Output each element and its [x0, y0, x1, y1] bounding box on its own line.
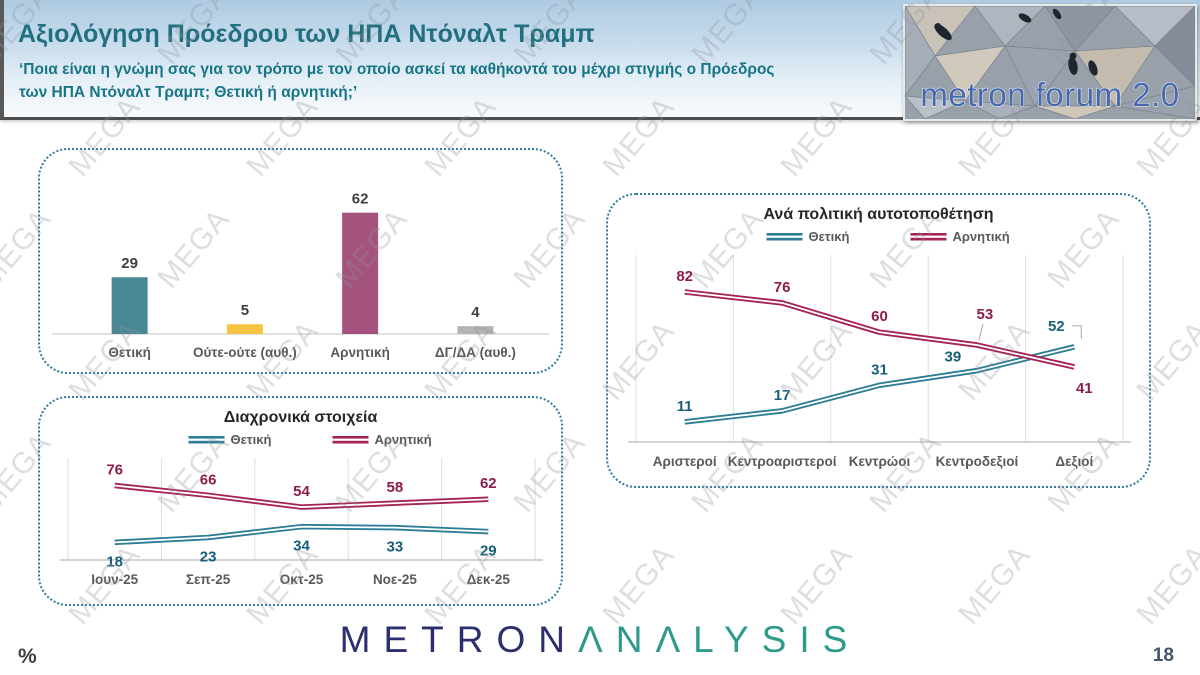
panel-political-chart: Ανά πολιτική αυτοτοποθέτηση Θετική Αρνητικ…	[606, 193, 1151, 488]
svg-text:Θετική: Θετική	[231, 432, 272, 447]
svg-text:62: 62	[480, 475, 497, 492]
svg-text:ΔΓ/ΔΑ (αυθ.): ΔΓ/ΔΑ (αυθ.)	[435, 345, 516, 360]
svg-text:82: 82	[676, 268, 693, 285]
svg-text:Αρνητική: Αρνητική	[953, 229, 1010, 244]
logo-metron-text: METRON	[339, 619, 579, 660]
svg-text:33: 33	[387, 539, 404, 556]
svg-text:31: 31	[871, 361, 888, 378]
svg-text:39: 39	[945, 349, 962, 366]
svg-text:Κεντρώοι: Κεντρώοι	[849, 454, 911, 469]
panel-overall-bar-chart: 29 Θετική 5 Ούτε-ούτε (αυθ.) 62 Αρνητική 4 ΔΓ/Δ…	[38, 148, 563, 374]
svg-text:Κεντροδεξιοί: Κεντροδεξιοί	[936, 454, 1019, 469]
watermark-text: MEGA	[596, 538, 682, 631]
watermark-text: MEGA	[774, 538, 860, 631]
bar-chart-overall: 29 Θετική 5 Ούτε-ούτε (αυθ.) 62 Αρνητική 4 ΔΓ/Δ…	[52, 191, 549, 360]
svg-text:Διαχρονικά στοιχεία: Διαχρονικά στοιχεία	[224, 409, 378, 426]
svg-text:Ανά πολιτική αυτοτοποθέτηση: Ανά πολιτική αυτοτοποθέτηση	[763, 206, 993, 223]
line-chart-timeline: Διαχρονικά στοιχεία Θετική Αρνητική Ιουν-25…	[60, 409, 543, 587]
svg-text:52: 52	[1048, 318, 1065, 335]
svg-text:23: 23	[200, 548, 217, 565]
svg-text:Αρνητική: Αρνητική	[375, 432, 432, 447]
svg-text:53: 53	[977, 306, 994, 323]
svg-text:Ιουν-25: Ιουν-25	[91, 572, 138, 587]
logo-analysis-text: ΛNΛLYSIS	[578, 619, 861, 660]
svg-text:41: 41	[1076, 380, 1093, 397]
svg-text:Θετική: Θετική	[809, 229, 850, 244]
svg-text:76: 76	[774, 279, 791, 296]
svg-text:Θετική: Θετική	[108, 345, 150, 360]
svg-text:62: 62	[352, 191, 369, 208]
percent-label: %	[18, 645, 37, 668]
svg-text:Δεκ-25: Δεκ-25	[467, 572, 511, 587]
svg-text:4: 4	[471, 304, 480, 321]
svg-text:54: 54	[293, 483, 310, 500]
metron-forum-photo: metron forum 2.0	[905, 6, 1195, 119]
svg-text:11: 11	[677, 398, 693, 415]
panel-timeline-chart: Διαχρονικά στοιχεία Θετική Αρνητική Ιουν-25…	[38, 396, 563, 606]
watermark-text: MEGA	[1130, 538, 1200, 631]
page-number: 18	[1152, 645, 1174, 666]
svg-text:58: 58	[387, 479, 404, 496]
page-title: Αξιολόγηση Πρόεδρου των ΗΠΑ Ντόναλτ Τραμ…	[18, 20, 595, 48]
pedestrians	[934, 8, 1098, 76]
svg-text:5: 5	[241, 302, 249, 319]
metron-analysis-logo: METRONΛNΛLYSIS	[340, 619, 861, 661]
svg-text:29: 29	[121, 255, 138, 272]
svg-text:Ούτε-ούτε (αυθ.): Ούτε-ούτε (αυθ.)	[193, 345, 297, 360]
watermark-text: MEGA	[952, 538, 1038, 631]
subtitle-line-2: των ΗΠΑ Ντόναλτ Τραμπ; Θετική ή αρνητική…	[19, 84, 358, 102]
subtitle-line-1: ‘Ποια είναι η γνώμη σας για τον τρόπο με…	[19, 61, 775, 78]
svg-text:Αριστεροί: Αριστεροί	[653, 454, 717, 469]
svg-text:60: 60	[871, 308, 888, 325]
header: Αξιολόγηση Πρόεδρου των ΗΠΑ Ντόναλτ Τραμ…	[0, 0, 1200, 121]
svg-text:Κεντροαριστεροί: Κεντροαριστεροί	[728, 454, 837, 469]
svg-text:76: 76	[106, 462, 123, 479]
svg-text:17: 17	[774, 387, 791, 404]
svg-text:Αρνητική: Αρνητική	[330, 345, 389, 360]
metron-forum-logo-text: metron forum 2.0	[920, 76, 1179, 113]
svg-text:18: 18	[106, 553, 123, 570]
svg-text:Νοε-25: Νοε-25	[373, 572, 417, 587]
svg-text:66: 66	[200, 471, 217, 488]
metron-forum-logo: metron forum 2.0	[903, 4, 1197, 121]
svg-text:Οκτ-25: Οκτ-25	[280, 572, 324, 587]
svg-text:29: 29	[480, 543, 497, 560]
svg-text:Σεπ-25: Σεπ-25	[186, 572, 231, 587]
page-subtitle: ‘Ποια είναι η γνώμη σας για τον τρόπο με…	[19, 58, 775, 105]
svg-text:Δεξιοί: Δεξιοί	[1055, 454, 1093, 469]
line-chart-political: Ανά πολιτική αυτοτοποθέτηση Θετική Αρνητικ…	[628, 206, 1131, 469]
svg-text:34: 34	[293, 538, 310, 555]
